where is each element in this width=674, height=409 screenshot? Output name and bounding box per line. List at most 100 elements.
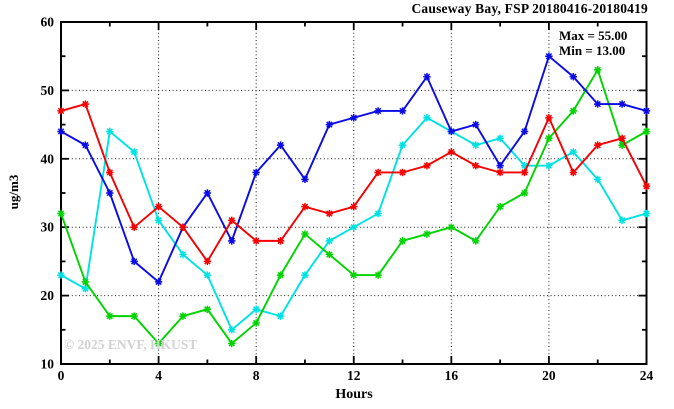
data-point-marker <box>252 319 260 327</box>
series-green-markers <box>57 66 651 348</box>
data-point-marker <box>57 107 65 115</box>
data-point-marker <box>276 271 285 279</box>
max-annotation: Max = 55.00 <box>559 28 628 43</box>
series-cyan-markers <box>57 114 651 334</box>
data-point-marker <box>398 107 407 115</box>
x-axis-label: Hours <box>335 387 373 402</box>
data-point-marker <box>618 134 626 142</box>
data-point-marker <box>130 257 138 266</box>
data-point-marker <box>57 127 65 136</box>
data-point-marker <box>276 141 285 149</box>
data-point-marker <box>154 202 163 211</box>
data-point-marker <box>130 312 138 320</box>
data-point-marker <box>276 237 285 245</box>
data-point-marker <box>447 148 456 156</box>
data-point-marker <box>423 73 431 81</box>
x-tick-label: 4 <box>155 368 162 383</box>
data-point-marker <box>301 230 309 238</box>
axis-ticks <box>60 21 648 365</box>
data-point-marker <box>374 209 382 218</box>
data-point-marker <box>350 202 358 211</box>
data-point-marker <box>81 278 90 286</box>
data-point-marker <box>447 223 456 231</box>
data-point-marker <box>520 189 529 197</box>
x-tick-label: 24 <box>640 368 654 383</box>
data-point-marker <box>423 230 431 238</box>
data-point-marker <box>569 107 578 115</box>
data-point-marker <box>179 223 187 231</box>
data-point-marker <box>374 107 382 115</box>
data-point-marker <box>81 100 90 108</box>
data-point-marker <box>179 250 187 259</box>
data-point-marker <box>472 120 480 129</box>
data-point-marker <box>594 141 602 149</box>
y-tick-label: 10 <box>41 357 55 372</box>
data-point-marker <box>594 66 602 74</box>
series-cyan <box>57 114 651 334</box>
y-tick-label: 50 <box>41 83 55 98</box>
series-red <box>57 100 651 266</box>
data-point-marker <box>594 100 602 108</box>
data-point-marker <box>618 141 626 149</box>
data-point-marker <box>642 127 651 136</box>
data-point-marker <box>496 168 504 177</box>
data-point-marker <box>642 182 651 190</box>
data-point-marker <box>545 52 553 60</box>
data-point-marker <box>154 339 163 348</box>
x-tick-label: 16 <box>445 368 459 383</box>
x-tick-label: 0 <box>58 368 65 383</box>
data-point-marker <box>179 312 187 320</box>
y-axis-label: ug/m3 <box>6 174 21 210</box>
series-blue-markers <box>57 52 651 286</box>
x-tick-label: 12 <box>347 368 361 383</box>
data-point-marker <box>154 216 163 225</box>
y-tick-label: 20 <box>41 288 55 303</box>
data-point-marker <box>252 237 260 245</box>
y-tick-labels: 10 20 30 40 50 60 <box>41 15 55 372</box>
data-point-marker <box>203 257 212 266</box>
data-point-marker <box>325 209 334 218</box>
data-point-marker <box>423 161 431 170</box>
data-point-marker <box>496 134 504 142</box>
data-point-marker <box>472 237 480 245</box>
y-tick-label: 30 <box>41 220 55 235</box>
data-point-marker <box>472 161 480 170</box>
data-point-marker <box>569 73 578 81</box>
chart-title: Causeway Bay, FSP 20180416-20180419 <box>411 1 648 16</box>
data-point-marker <box>520 161 529 170</box>
data-point-marker <box>301 175 309 184</box>
y-tick-label: 60 <box>41 15 55 30</box>
data-point-marker <box>130 148 138 156</box>
data-point-marker <box>569 168 578 177</box>
data-point-marker <box>106 168 114 177</box>
data-point-marker <box>154 278 163 286</box>
data-point-marker <box>447 127 456 136</box>
data-point-marker <box>228 326 236 334</box>
data-point-marker <box>203 271 212 279</box>
data-point-marker <box>203 305 212 313</box>
x-tick-labels: 0 4 8 12 16 20 24 <box>58 368 654 383</box>
data-point-marker <box>301 271 309 279</box>
y-tick-label: 40 <box>41 151 55 166</box>
data-point-marker <box>472 141 480 149</box>
x-tick-label: 8 <box>253 368 260 383</box>
data-point-marker <box>398 141 407 149</box>
data-point-marker <box>325 250 334 259</box>
data-point-marker <box>81 141 90 149</box>
data-point-marker <box>520 168 529 177</box>
data-point-marker <box>545 161 553 170</box>
x-tick-label: 20 <box>542 368 556 383</box>
data-point-marker <box>594 175 602 184</box>
data-point-marker <box>545 134 553 142</box>
data-point-marker <box>276 312 285 320</box>
data-point-marker <box>301 202 309 211</box>
plot-frame <box>60 21 648 365</box>
series-green <box>57 66 651 348</box>
data-point-marker <box>520 127 529 136</box>
data-point-marker <box>325 120 334 129</box>
data-point-marker <box>374 271 382 279</box>
data-point-marker <box>569 148 578 156</box>
data-point-marker <box>106 127 114 136</box>
